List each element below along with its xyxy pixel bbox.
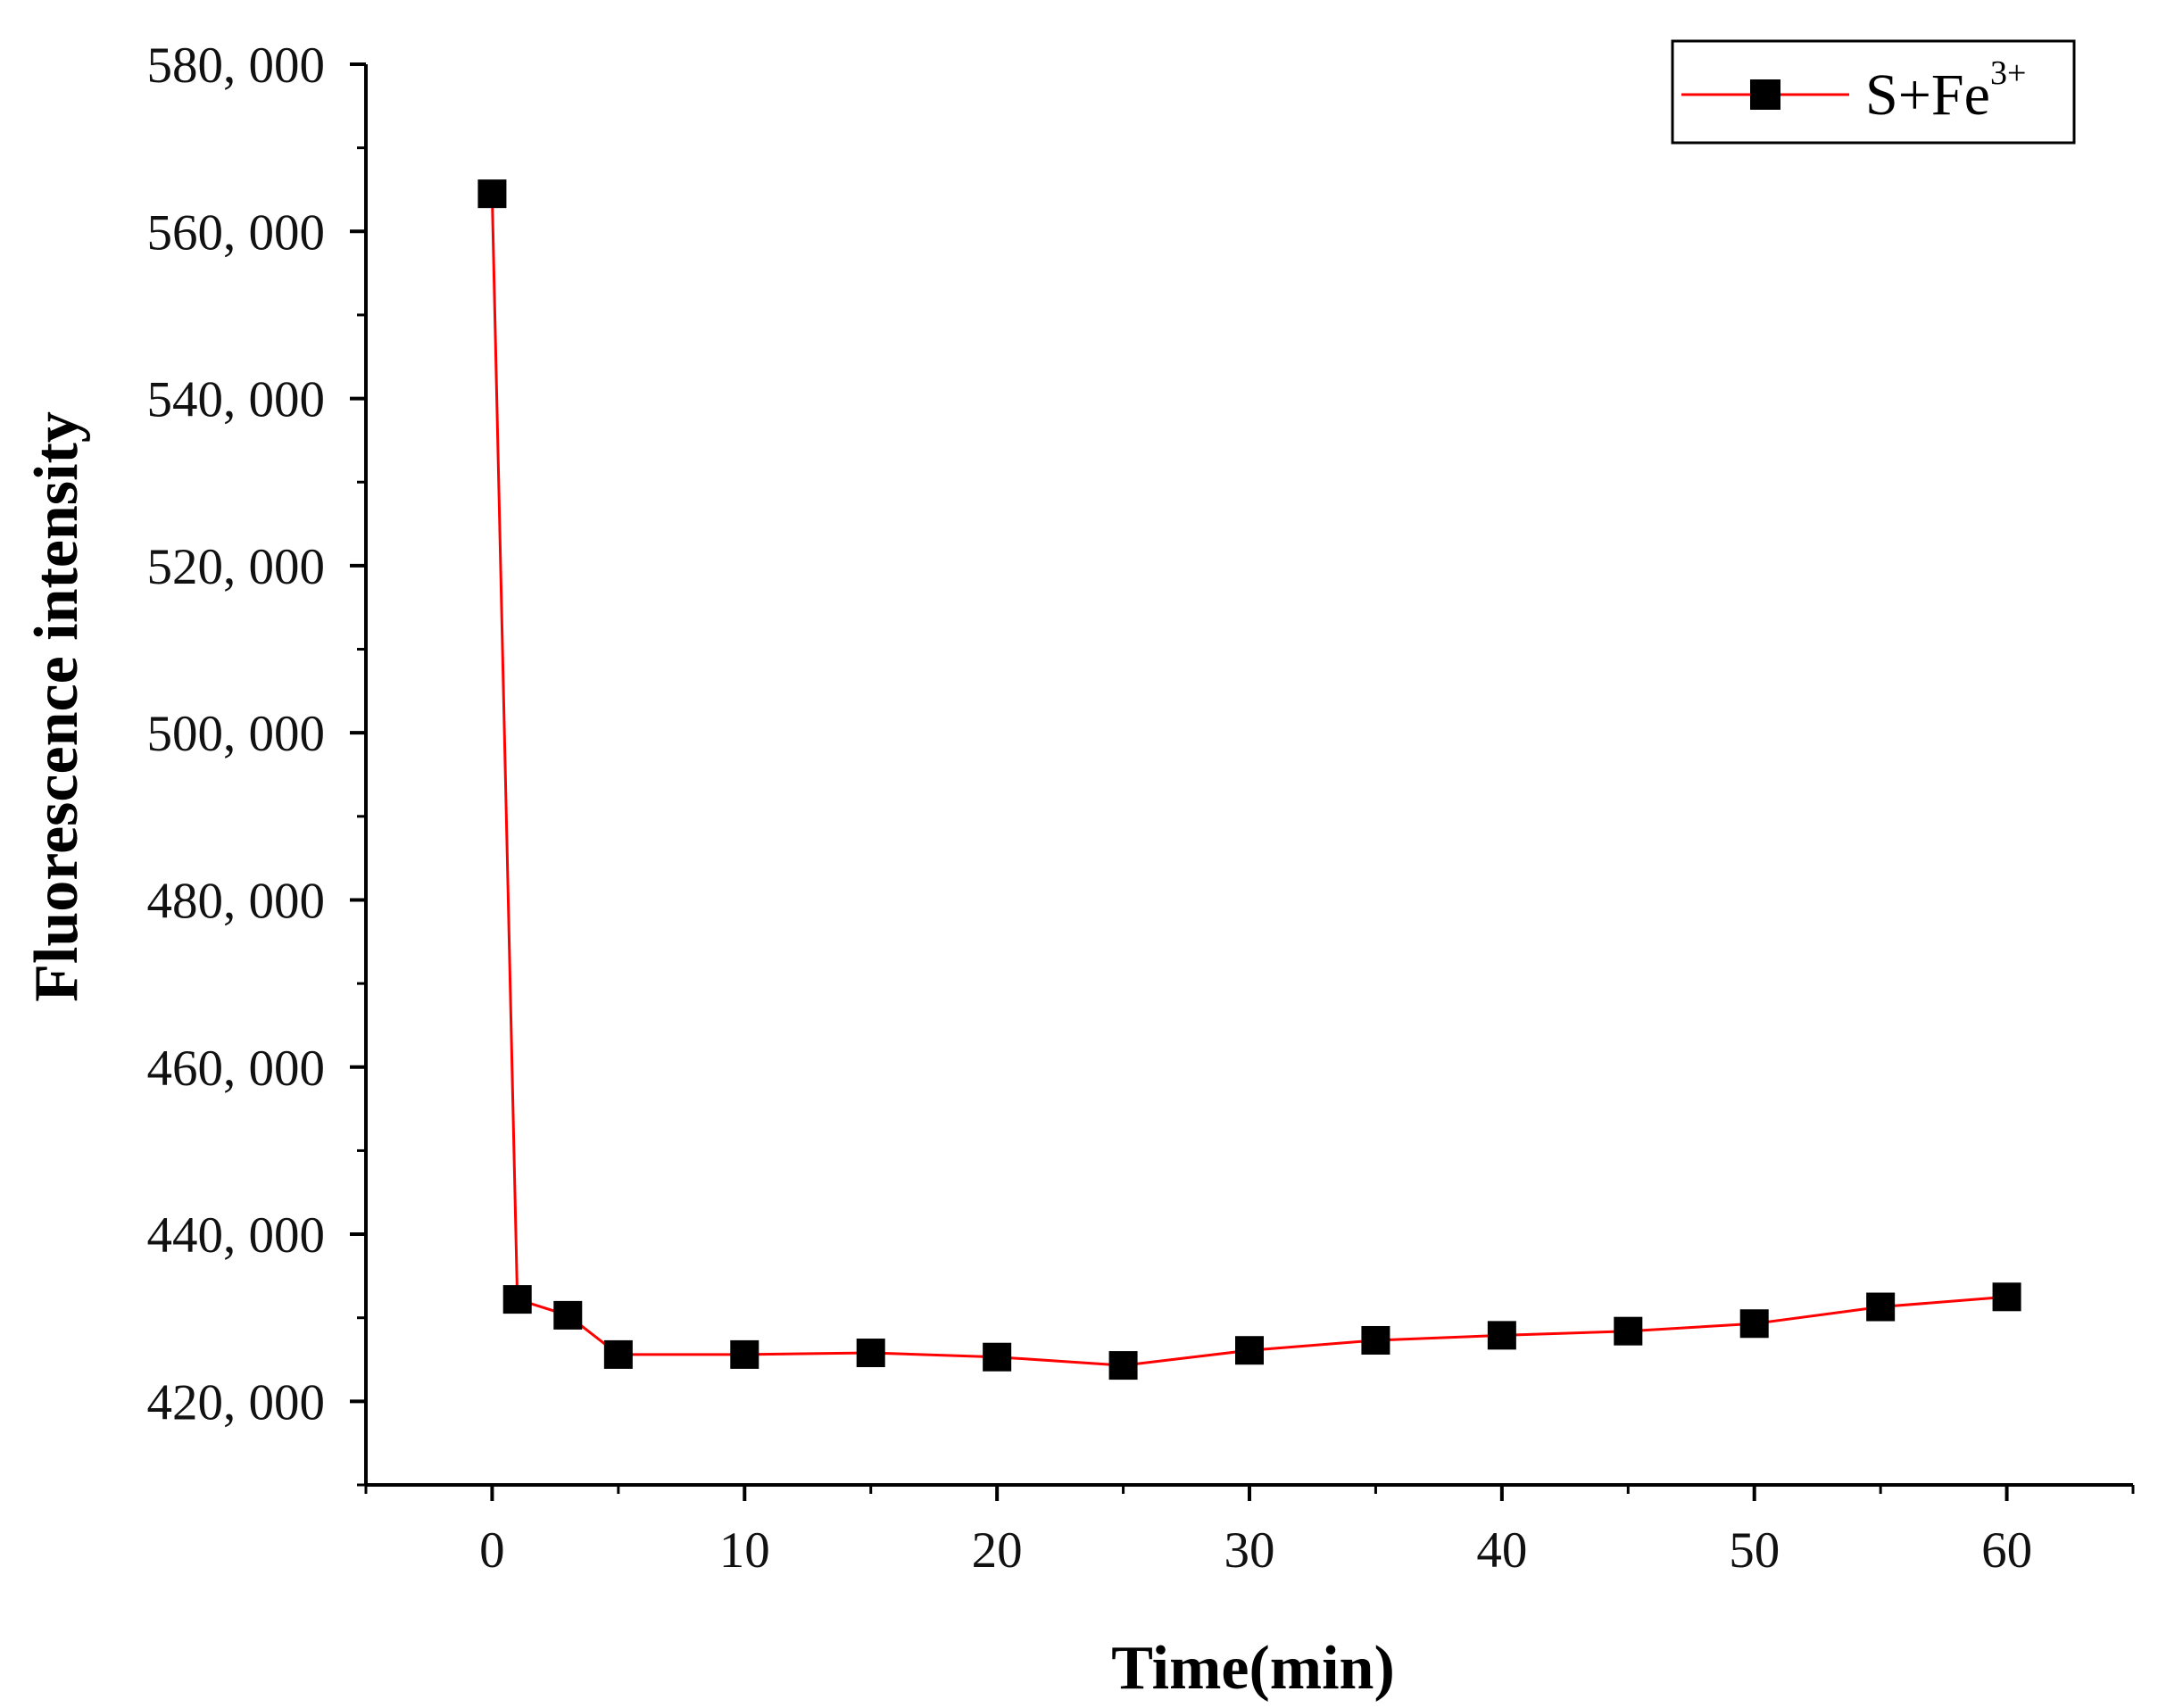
legend: S+Fe3+ [1672, 41, 2074, 143]
legend-label-main: S+Fe [1865, 62, 1990, 128]
y-tick-label: 440, 000 [147, 1207, 326, 1264]
chart: 420, 000 440, 000 460, 000 480, 000 500, 000… [0, 0, 2158, 1708]
y-tick-label: 460, 000 [147, 1041, 326, 1097]
y-tick-label: 540, 000 [147, 372, 326, 428]
data-point [1488, 1321, 1516, 1349]
x-tick-label: 10 [719, 1522, 770, 1579]
x-tick-label: 50 [1729, 1522, 1780, 1579]
series-layer [477, 179, 2021, 1380]
axes [366, 64, 2133, 1485]
data-point [604, 1340, 633, 1369]
series-line [492, 194, 2006, 1365]
data-point [1740, 1309, 1769, 1338]
data-point [503, 1285, 532, 1314]
data-point [730, 1340, 759, 1369]
x-tick-label: 40 [1476, 1522, 1527, 1579]
legend-marker [1750, 79, 1780, 110]
data-point [1109, 1351, 1138, 1380]
x-axis-title: Time(min) [1111, 1634, 1395, 1703]
x-tick-label: 20 [972, 1522, 1023, 1579]
y-tick-label: 500, 000 [147, 706, 326, 762]
y-tick-label: 580, 000 [147, 37, 326, 94]
y-tick-label: 420, 000 [147, 1374, 326, 1430]
data-point [1361, 1326, 1390, 1355]
x-tick-label: 30 [1224, 1522, 1275, 1579]
y-axis-title: Fluorescence intensity [22, 411, 91, 1002]
data-point [553, 1301, 582, 1330]
x-tick-label: 0 [479, 1522, 505, 1579]
data-point [1614, 1317, 1642, 1346]
x-axis-ticks: 0 10 20 30 40 50 60 [366, 1485, 2133, 1579]
data-point [1235, 1336, 1264, 1364]
y-tick-label: 480, 000 [147, 873, 326, 929]
legend-label-superscript: 3+ [1990, 54, 2026, 92]
y-tick-label: 560, 000 [147, 204, 326, 261]
data-point [477, 179, 506, 208]
y-tick-label: 520, 000 [147, 539, 326, 595]
data-point [1866, 1293, 1895, 1322]
y-axis-ticks: 420, 000 440, 000 460, 000 480, 000 500, 000… [147, 37, 367, 1485]
data-point [1993, 1282, 2021, 1311]
data-point [983, 1343, 1011, 1372]
data-point [857, 1339, 885, 1367]
x-tick-label: 60 [1981, 1522, 2032, 1579]
